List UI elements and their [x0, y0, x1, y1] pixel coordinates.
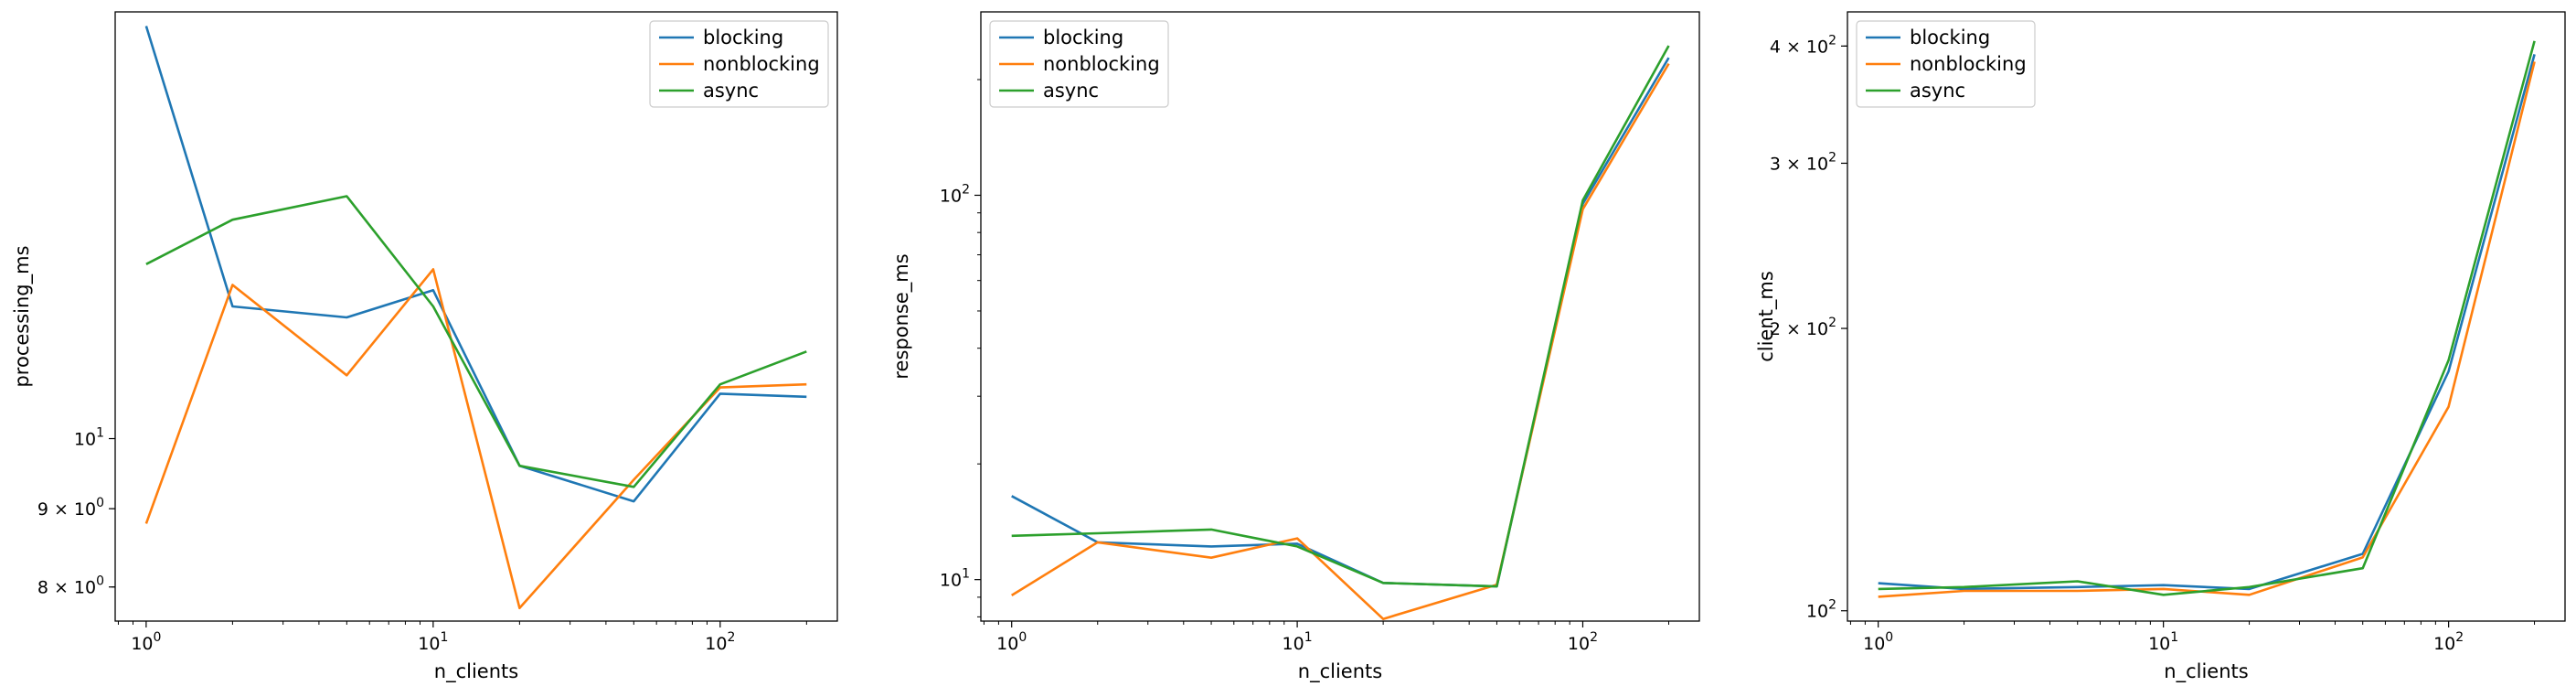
legend-label: blocking	[703, 27, 783, 48]
axes-frame	[980, 11, 1700, 622]
y-tick-exponent: 0	[96, 574, 104, 589]
y-tick-exponent: 0	[96, 496, 104, 510]
axes-frame	[1847, 11, 2566, 622]
y-tick-mantissa: 10	[940, 571, 962, 591]
legend-label: async	[1910, 80, 1965, 102]
y-axis-label: client_ms	[1755, 271, 1778, 362]
legend-label: blocking	[1910, 27, 1990, 48]
x-tick-exponent: 2	[727, 630, 735, 645]
y-tick-exponent: 2	[1828, 33, 1836, 48]
legend: blocking nonblocking async	[1856, 20, 2036, 108]
x-tick-base: 10	[996, 634, 1018, 654]
axes-frame	[114, 11, 838, 622]
y-tick-label: 101	[940, 567, 970, 591]
x-tick-exponent: 1	[1304, 630, 1313, 645]
legend-label: blocking	[1043, 27, 1123, 48]
series-line-nonblocking	[1878, 61, 2536, 598]
legend-label: async	[703, 80, 759, 102]
x-tick-label: 100	[131, 630, 161, 654]
y-tick-mantissa: 10	[74, 430, 96, 450]
y-tick-mantissa: 4 × 10	[1770, 37, 1828, 57]
legend: blocking nonblocking async	[649, 20, 829, 108]
y-tick-exponent: 1	[96, 426, 104, 441]
series-line-async	[1878, 40, 2536, 596]
x-tick-label: 101	[1283, 630, 1313, 654]
x-tick-label: 101	[418, 630, 448, 654]
y-tick-label: 102	[940, 182, 970, 206]
x-tick-base: 10	[2433, 634, 2455, 654]
x-tick-label: 102	[705, 630, 735, 654]
y-tick-exponent: 2	[1828, 316, 1836, 330]
series-line-blocking	[1011, 57, 1670, 588]
y-tick-exponent: 2	[962, 182, 970, 197]
x-tick-exponent: 0	[1885, 630, 1893, 645]
y-axis-label: processing_ms	[11, 245, 34, 387]
x-tick-exponent: 1	[440, 630, 448, 645]
y-tick-label: 3 × 102	[1770, 150, 1836, 174]
y-tick-label: 2 × 102	[1770, 316, 1836, 339]
y-minor-ticks	[977, 79, 981, 617]
x-minor-ticks	[983, 621, 1670, 625]
x-tick-exponent: 2	[1590, 630, 1598, 645]
x-tick-label: 102	[1568, 630, 1598, 654]
y-axis-label: response_ms	[890, 253, 913, 379]
x-tick-label: 102	[2433, 630, 2464, 654]
y-tick-exponent: 2	[1828, 598, 1836, 613]
x-tick-exponent: 0	[1018, 630, 1027, 645]
x-minor-ticks	[117, 621, 807, 625]
legend-label: nonblocking	[1043, 53, 1160, 75]
y-tick-label: 9 × 100	[37, 496, 104, 520]
x-tick-label: 100	[996, 630, 1027, 654]
legend-label: nonblocking	[1910, 53, 2027, 75]
x-tick-base: 10	[705, 634, 727, 654]
y-tick-label: 101	[74, 426, 104, 450]
series-line-blocking	[144, 26, 807, 503]
x-tick-exponent: 0	[154, 630, 162, 645]
x-tick-label: 100	[1863, 630, 1893, 654]
legend: blocking nonblocking async	[989, 20, 1169, 108]
y-tick-mantissa: 3 × 10	[1770, 154, 1828, 174]
x-axis-label: n_clients	[2164, 660, 2248, 683]
legend-box	[1856, 20, 2036, 108]
y-tick-label: 4 × 102	[1770, 33, 1836, 57]
x-tick-base: 10	[1863, 634, 1885, 654]
y-tick-exponent: 2	[1828, 150, 1836, 165]
y-tick-mantissa: 8 × 10	[37, 578, 96, 598]
y-tick-mantissa: 10	[940, 186, 962, 206]
y-tick-mantissa: 10	[1806, 602, 1828, 622]
series-line-nonblocking	[144, 268, 807, 610]
x-tick-base: 10	[131, 634, 153, 654]
x-tick-base: 10	[1283, 634, 1304, 654]
y-tick-exponent: 1	[962, 567, 970, 582]
x-axis-label: n_clients	[434, 660, 518, 683]
legend-box	[649, 20, 829, 108]
series-line-blocking	[1878, 54, 2536, 591]
x-tick-exponent: 2	[2455, 630, 2464, 645]
x-tick-exponent: 1	[2170, 630, 2178, 645]
x-minor-ticks	[1849, 621, 2536, 625]
series-line-nonblocking	[1011, 62, 1670, 621]
y-tick-mantissa: 9 × 10	[37, 499, 96, 520]
x-tick-base: 10	[418, 634, 440, 654]
x-tick-base: 10	[1568, 634, 1590, 654]
series-line-async	[1011, 45, 1670, 588]
x-tick-base: 10	[2148, 634, 2170, 654]
x-axis-label: n_clients	[1298, 660, 1382, 683]
legend-label: async	[1043, 80, 1099, 102]
legend-box	[989, 20, 1169, 108]
y-tick-mantissa: 2 × 10	[1770, 319, 1828, 339]
legend-label: nonblocking	[703, 53, 820, 75]
chart-panel-2: 100 101 102101102n_clientsresponse_msblock…	[890, 11, 1700, 683]
y-tick-label: 102	[1806, 598, 1836, 622]
series-line-async	[145, 195, 807, 488]
x-tick-label: 101	[2148, 630, 2178, 654]
y-tick-label: 8 × 100	[37, 574, 104, 598]
